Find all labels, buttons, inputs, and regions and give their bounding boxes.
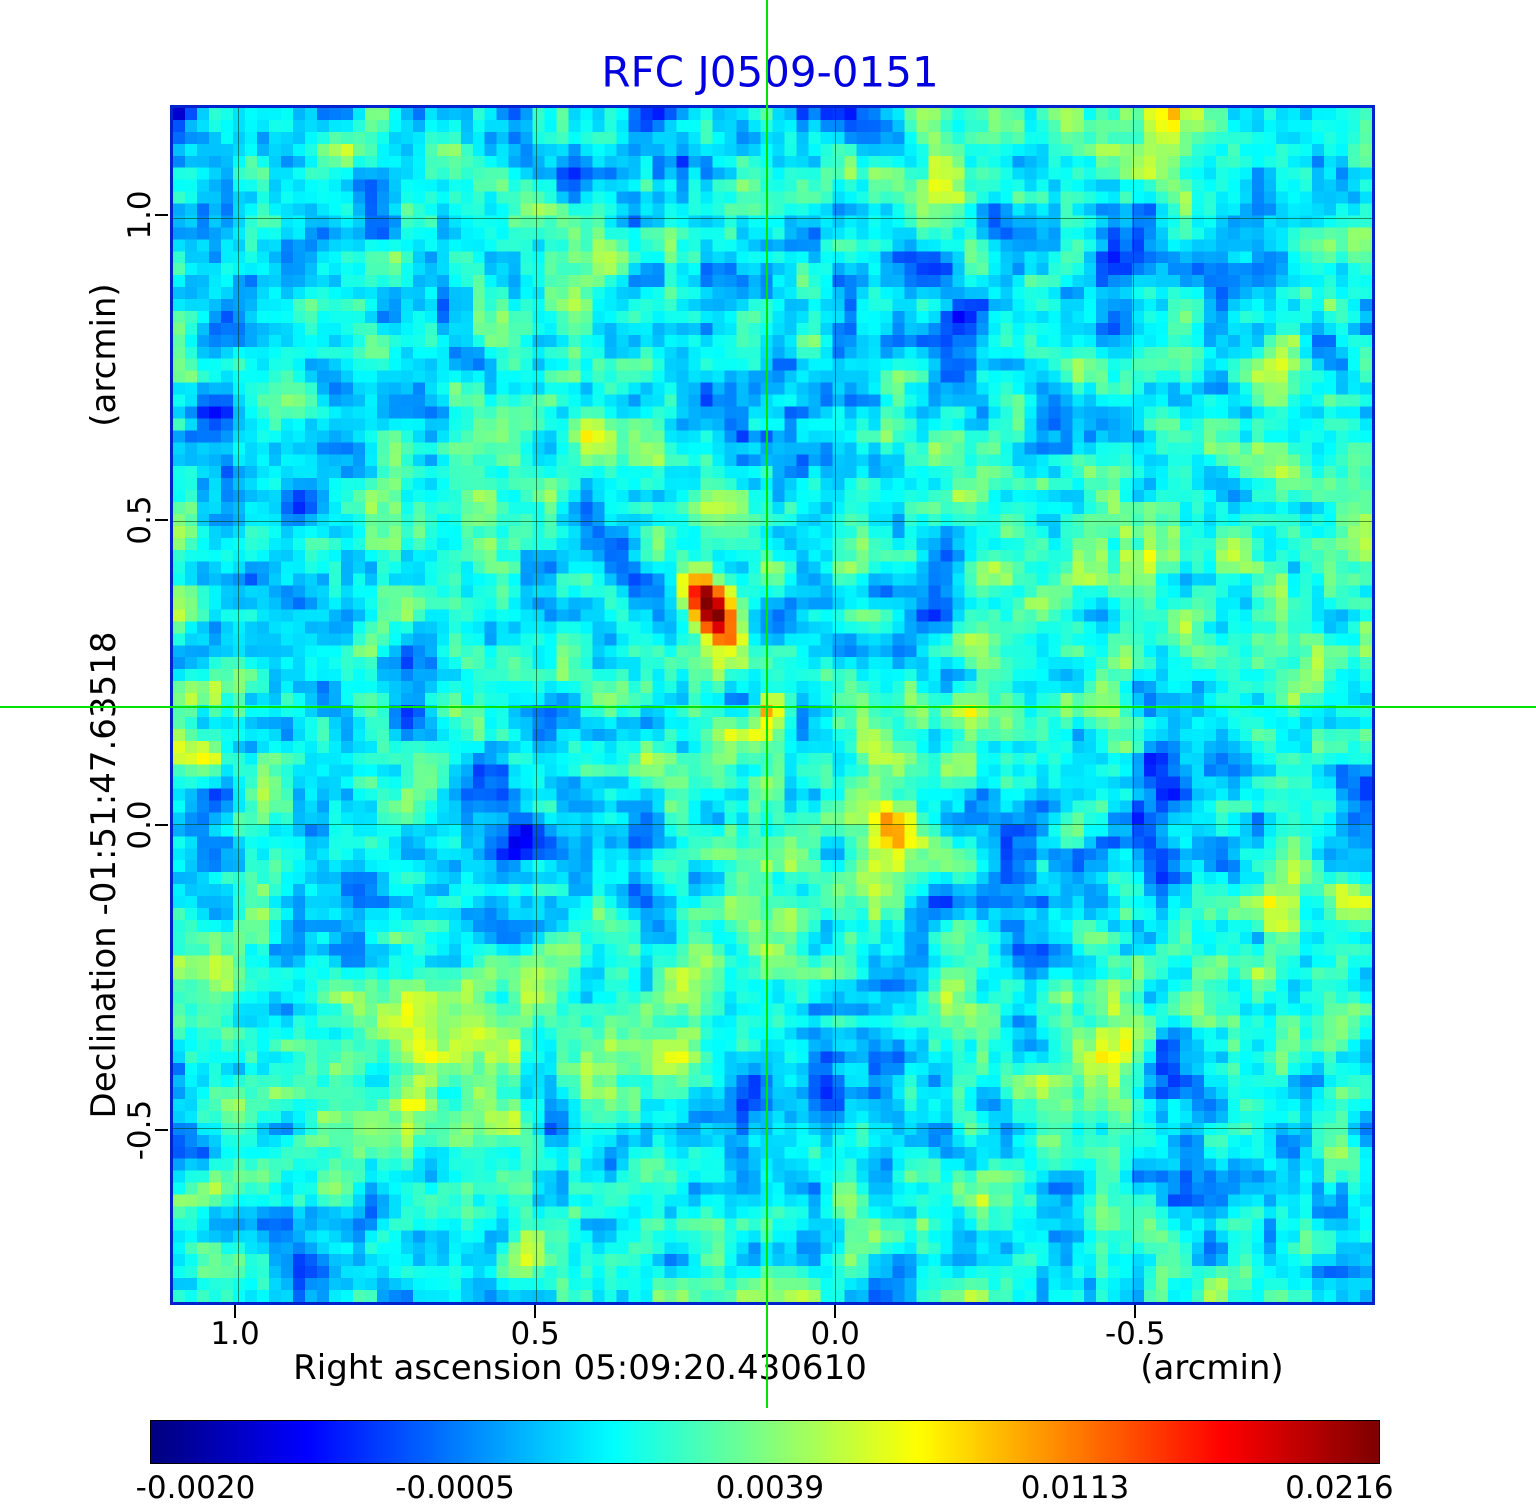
colorbar-canvas: [151, 1421, 1379, 1463]
x-axis-label: Right ascension 05:09:20.430610: [293, 1348, 867, 1388]
x-axis-unit-label: (arcmin): [1140, 1348, 1284, 1388]
y-tick-label: 1.0: [122, 190, 158, 241]
colorbar-tick-label: -0.0005: [395, 1470, 515, 1506]
colorbar-tick-label: 0.0113: [1020, 1470, 1130, 1506]
colorbar-tick-label: 0.0216: [1285, 1470, 1394, 1506]
x-tick-mark: [1134, 1305, 1137, 1318]
y-axis-unit-label: (arcmin): [84, 283, 124, 427]
colorbar: [150, 1420, 1380, 1464]
y-tick-label: 0.5: [122, 495, 158, 545]
y-tick-mark: [155, 519, 168, 522]
colorbar-tick-label: 0.0039: [715, 1470, 825, 1506]
y-axis-label: Declination -01:51:47.63518: [84, 631, 124, 1119]
y-tick-mark: [155, 1128, 168, 1131]
x-tick-label: 0.0: [810, 1316, 860, 1352]
x-tick-label: -0.5: [1104, 1316, 1166, 1352]
x-tick-mark: [534, 1305, 537, 1318]
x-tick-label: 0.5: [510, 1316, 560, 1352]
y-tick-mark: [155, 214, 168, 217]
figure-title: RFC J0509-0151: [601, 47, 939, 97]
x-tick-mark: [834, 1305, 837, 1318]
y-tick-mark: [155, 824, 168, 826]
sky-map-canvas: [173, 108, 1372, 1302]
colorbar-tick-label: -0.0020: [135, 1470, 256, 1506]
y-tick-label: -0.5: [122, 1099, 158, 1161]
x-tick-label: 1.0: [210, 1316, 260, 1352]
sky-map: [170, 105, 1375, 1305]
y-tick-label: 0.0: [122, 800, 158, 850]
x-tick-mark: [234, 1305, 237, 1318]
